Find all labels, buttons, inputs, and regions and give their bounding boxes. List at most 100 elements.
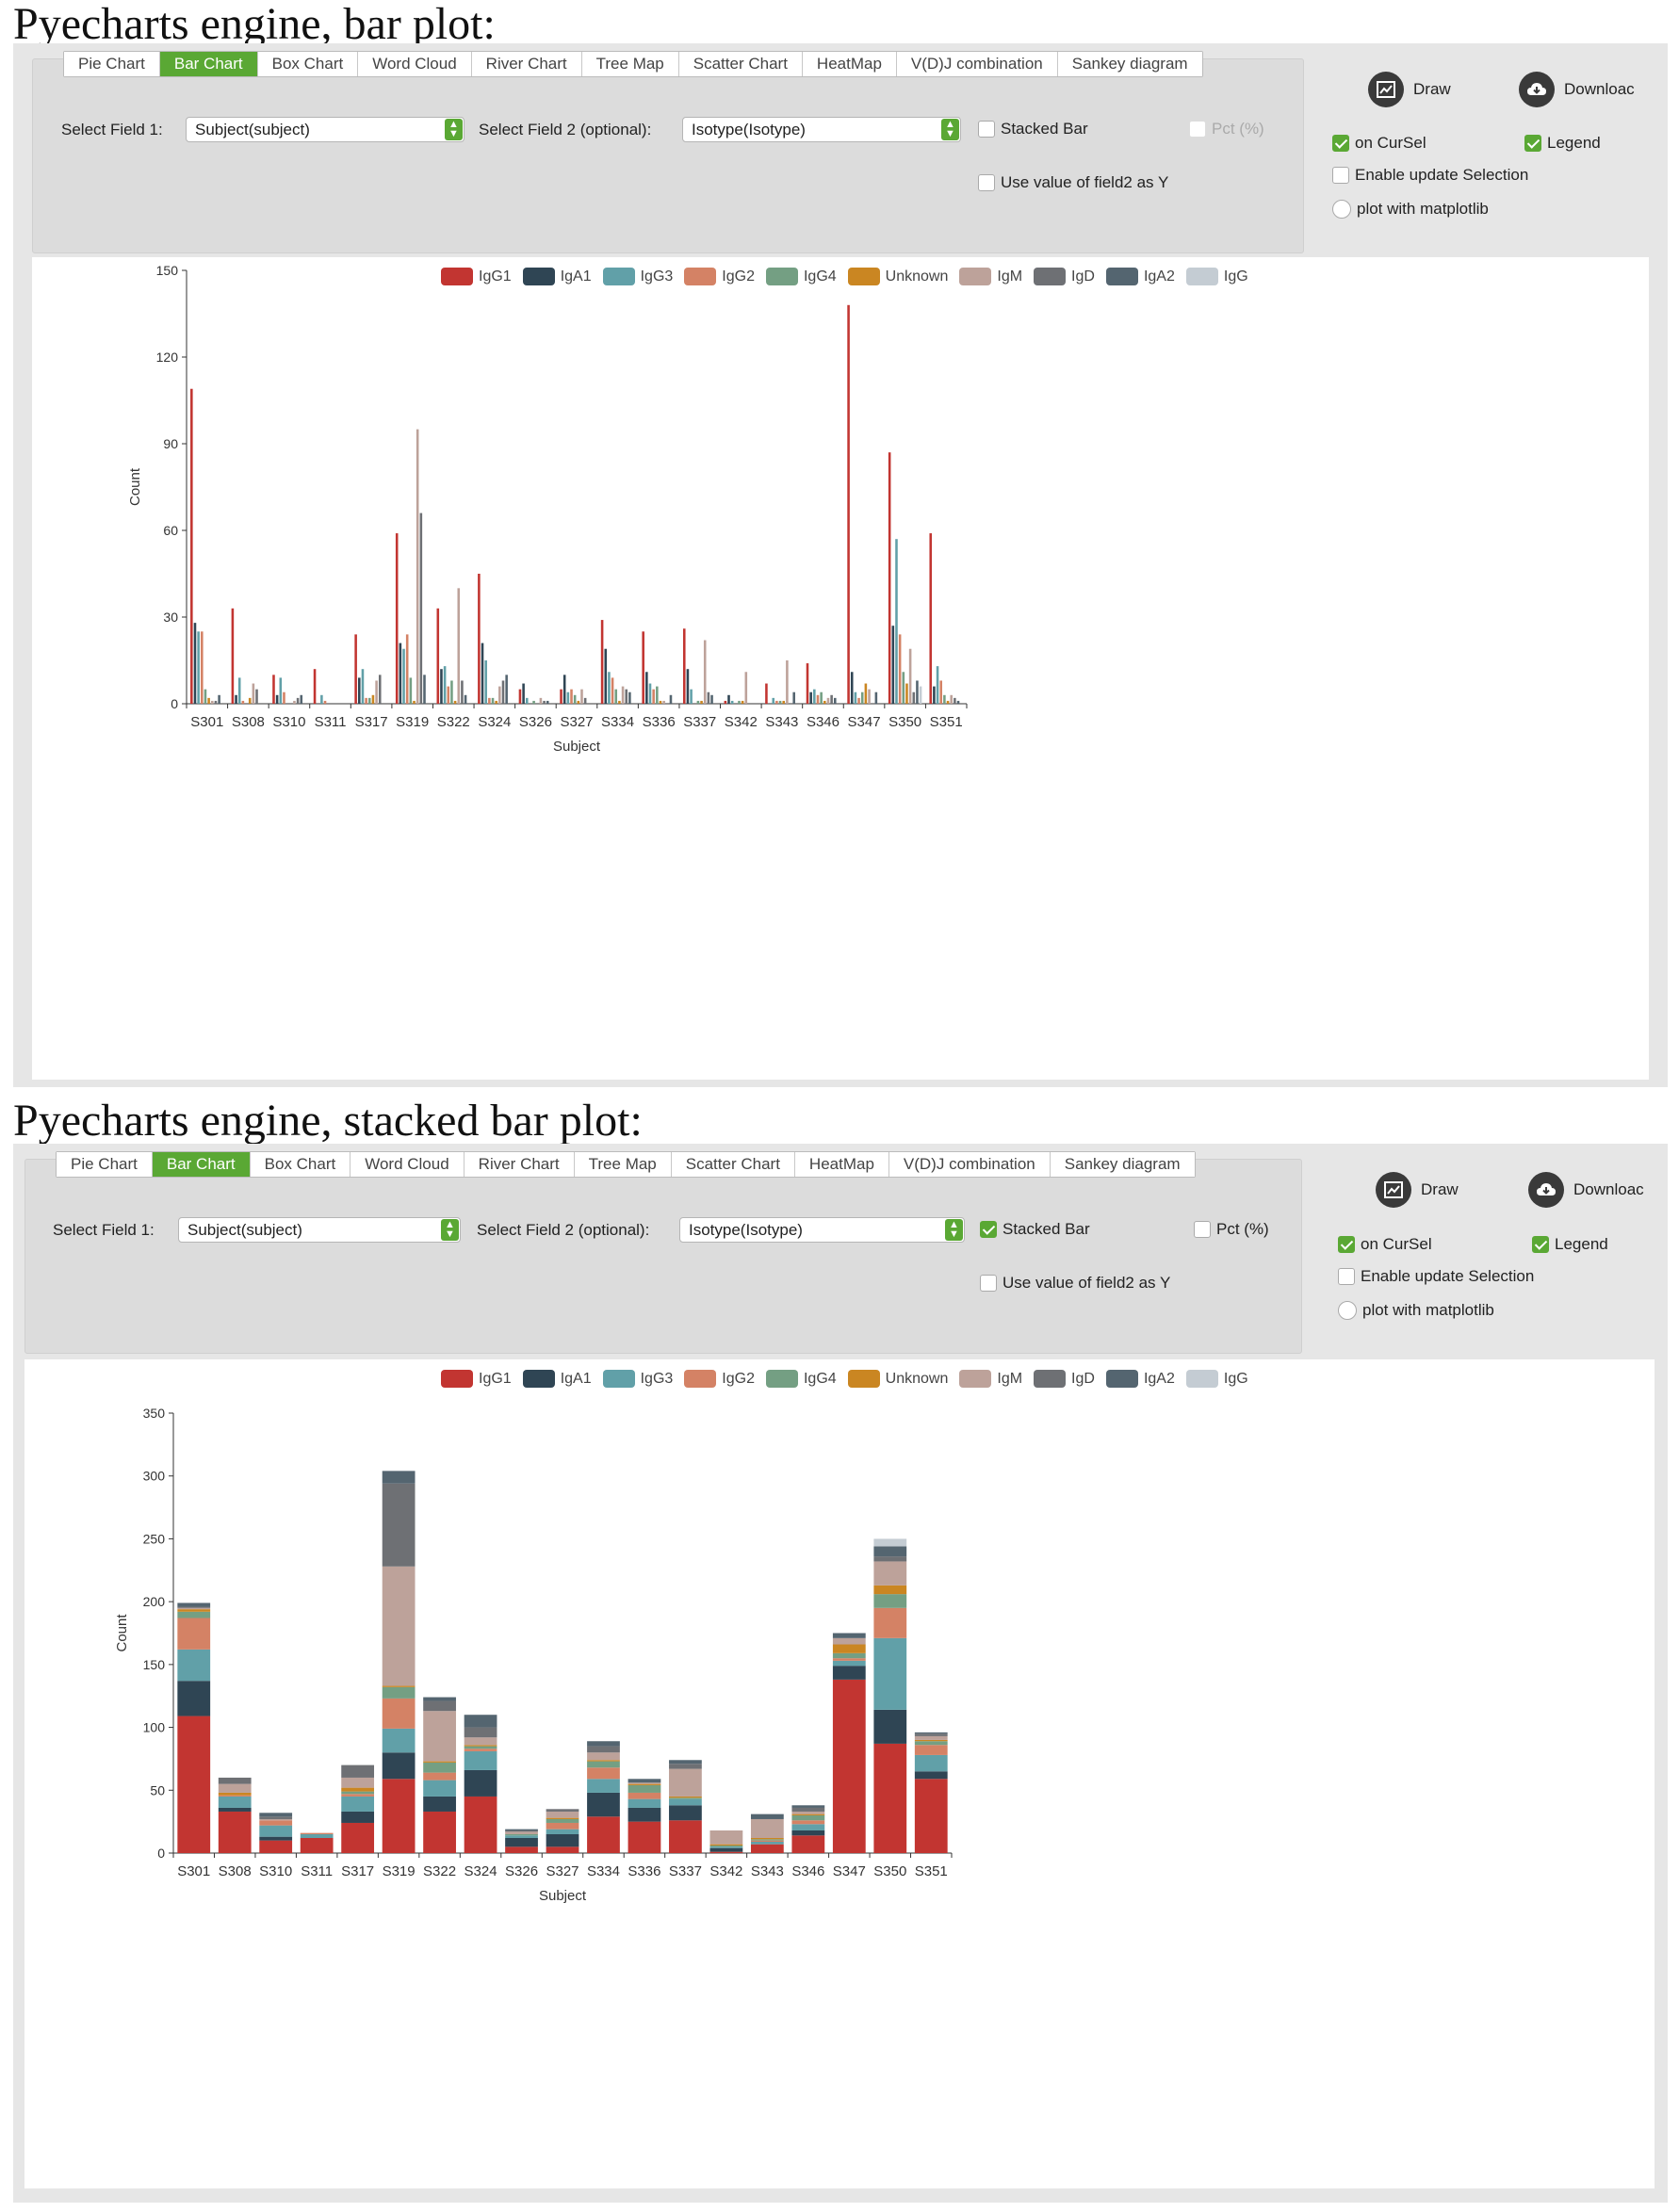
stacked-bar-label: Stacked Bar: [1001, 120, 1088, 138]
legend-item[interactable]: IgG: [1185, 1370, 1248, 1388]
pct-label: Pct (%): [1212, 120, 1264, 138]
tab-heatmap[interactable]: HeatMap: [794, 1152, 889, 1177]
legend-item[interactable]: IgA2: [1105, 268, 1175, 285]
x-tick-label: S327: [546, 1863, 579, 1879]
bar: [943, 694, 946, 704]
legend-item[interactable]: IgG2: [684, 1370, 755, 1388]
legend-item[interactable]: IgD: [1034, 268, 1095, 285]
legend-label: Legend: [1547, 134, 1601, 152]
pct-checkbox[interactable]: Pct (%): [1189, 120, 1264, 138]
tab-sankey-diagram[interactable]: Sankey diagram: [1057, 52, 1202, 76]
on-cursel-label: on CurSel: [1361, 1235, 1432, 1253]
bar-segment: [873, 1561, 907, 1586]
bar: [700, 700, 703, 704]
matplotlib-radio[interactable]: plot with matplotlib: [1338, 1301, 1494, 1320]
legend-item[interactable]: IgA1: [522, 1370, 592, 1388]
draw-label: Draw: [1413, 80, 1451, 98]
draw-button[interactable]: Draw: [1376, 1172, 1459, 1208]
pct-checkbox[interactable]: Pct (%): [1194, 1220, 1269, 1239]
bar: [816, 694, 820, 704]
download-button[interactable]: Downloac: [1519, 72, 1668, 107]
legend-item[interactable]: IgG4: [765, 1370, 837, 1388]
tab-word-cloud[interactable]: Word Cloud: [350, 1152, 465, 1177]
bar-segment: [914, 1735, 948, 1740]
checkbox-checked-icon: [1532, 1236, 1549, 1253]
legend-label: Unknown: [885, 268, 949, 285]
field2-value: Isotype(Isotype): [689, 1221, 803, 1239]
tab-sankey-diagram[interactable]: Sankey diagram: [1050, 1152, 1195, 1177]
x-tick-label: S310: [272, 714, 305, 730]
tab-tree-map[interactable]: Tree Map: [581, 52, 679, 76]
stacked-bar-checkbox[interactable]: Stacked Bar: [978, 120, 1088, 138]
bar-segment: [341, 1787, 375, 1792]
x-tick-label: S322: [423, 1863, 456, 1879]
field1-select[interactable]: Subject(subject) ▲ ▼: [186, 117, 465, 142]
bar-segment: [505, 1835, 538, 1838]
legend-item[interactable]: Unknown: [847, 268, 949, 285]
tab-v-d-j-combination[interactable]: V(D)J combination: [896, 52, 1058, 76]
tab-v-d-j-combination[interactable]: V(D)J combination: [888, 1152, 1051, 1177]
download-button[interactable]: Downloac: [1528, 1172, 1668, 1208]
tab-heatmap[interactable]: HeatMap: [802, 52, 897, 76]
bar: [730, 700, 734, 704]
tab-tree-map[interactable]: Tree Map: [574, 1152, 672, 1177]
use-value-checkbox[interactable]: Use value of field2 as Y: [980, 1274, 1170, 1293]
tab-box-chart[interactable]: Box Chart: [257, 52, 359, 76]
legend-checkbox[interactable]: Legend: [1524, 134, 1601, 153]
tab-pie-chart[interactable]: Pie Chart: [64, 52, 160, 76]
tab-river-chart[interactable]: River Chart: [471, 52, 582, 76]
tab-river-chart[interactable]: River Chart: [464, 1152, 575, 1177]
tab-scatter-chart[interactable]: Scatter Chart: [671, 1152, 795, 1177]
legend-item[interactable]: IgG1: [441, 268, 512, 285]
checkbox-icon: [1332, 167, 1349, 184]
legend-item[interactable]: IgG1: [441, 1370, 512, 1388]
legend-swatch: [765, 1370, 798, 1388]
tab-bar-chart[interactable]: Bar Chart: [159, 52, 258, 76]
bar: [659, 700, 662, 704]
bar: [453, 700, 457, 704]
use-value-checkbox[interactable]: Use value of field2 as Y: [978, 173, 1168, 192]
field1-select[interactable]: Subject(subject) ▲ ▼: [178, 1217, 461, 1243]
tab-box-chart[interactable]: Box Chart: [250, 1152, 351, 1177]
bar-segment: [218, 1807, 252, 1812]
tab-pie-chart[interactable]: Pie Chart: [57, 1152, 153, 1177]
bar: [618, 700, 621, 704]
bar: [283, 691, 285, 704]
enable-update-checkbox[interactable]: Enable update Selection: [1338, 1267, 1534, 1286]
legend-item[interactable]: IgG: [1185, 268, 1248, 285]
legend-item[interactable]: IgM: [959, 1370, 1022, 1388]
legend-item[interactable]: IgM: [959, 268, 1022, 285]
legend-swatch: [1185, 1370, 1218, 1388]
legend-item[interactable]: IgG4: [765, 268, 837, 285]
matplotlib-radio[interactable]: plot with matplotlib: [1332, 200, 1489, 219]
legend-item[interactable]: IgG3: [602, 1370, 673, 1388]
legend-item[interactable]: IgA1: [522, 268, 592, 285]
legend-item[interactable]: Unknown: [847, 1370, 948, 1388]
field2-select[interactable]: Isotype(Isotype) ▲ ▼: [679, 1217, 965, 1243]
x-tick-label: S351: [930, 714, 963, 730]
tab-bar-chart[interactable]: Bar Chart: [152, 1152, 251, 1177]
legend-checkbox[interactable]: Legend: [1532, 1235, 1608, 1254]
legend-item[interactable]: IgG2: [684, 268, 755, 285]
bar-segment: [669, 1764, 702, 1769]
controls-box: [32, 58, 1304, 253]
legend-item[interactable]: IgG3: [602, 268, 673, 285]
bar-segment: [218, 1796, 252, 1808]
stacked-bar-checkbox[interactable]: Stacked Bar: [980, 1220, 1090, 1239]
bar-segment: [177, 1607, 211, 1610]
legend-item[interactable]: IgA2: [1105, 1370, 1175, 1388]
on-cursel-checkbox[interactable]: on CurSel: [1332, 134, 1426, 153]
bar-segment: [546, 1833, 579, 1847]
draw-button[interactable]: Draw: [1368, 72, 1451, 107]
tab-scatter-chart[interactable]: Scatter Chart: [678, 52, 803, 76]
on-cursel-checkbox[interactable]: on CurSel: [1338, 1235, 1432, 1254]
field2-label: Select Field 2 (optional):: [477, 1221, 650, 1239]
bar-segment: [423, 1700, 456, 1712]
tab-word-cloud[interactable]: Word Cloud: [358, 52, 472, 76]
bar-segment: [259, 1813, 293, 1817]
x-tick-label: S346: [807, 714, 840, 730]
enable-update-checkbox[interactable]: Enable update Selection: [1332, 166, 1528, 185]
bar-segment: [505, 1846, 538, 1853]
legend-item[interactable]: IgD: [1034, 1370, 1095, 1388]
field2-select[interactable]: Isotype(Isotype) ▲ ▼: [682, 117, 961, 142]
